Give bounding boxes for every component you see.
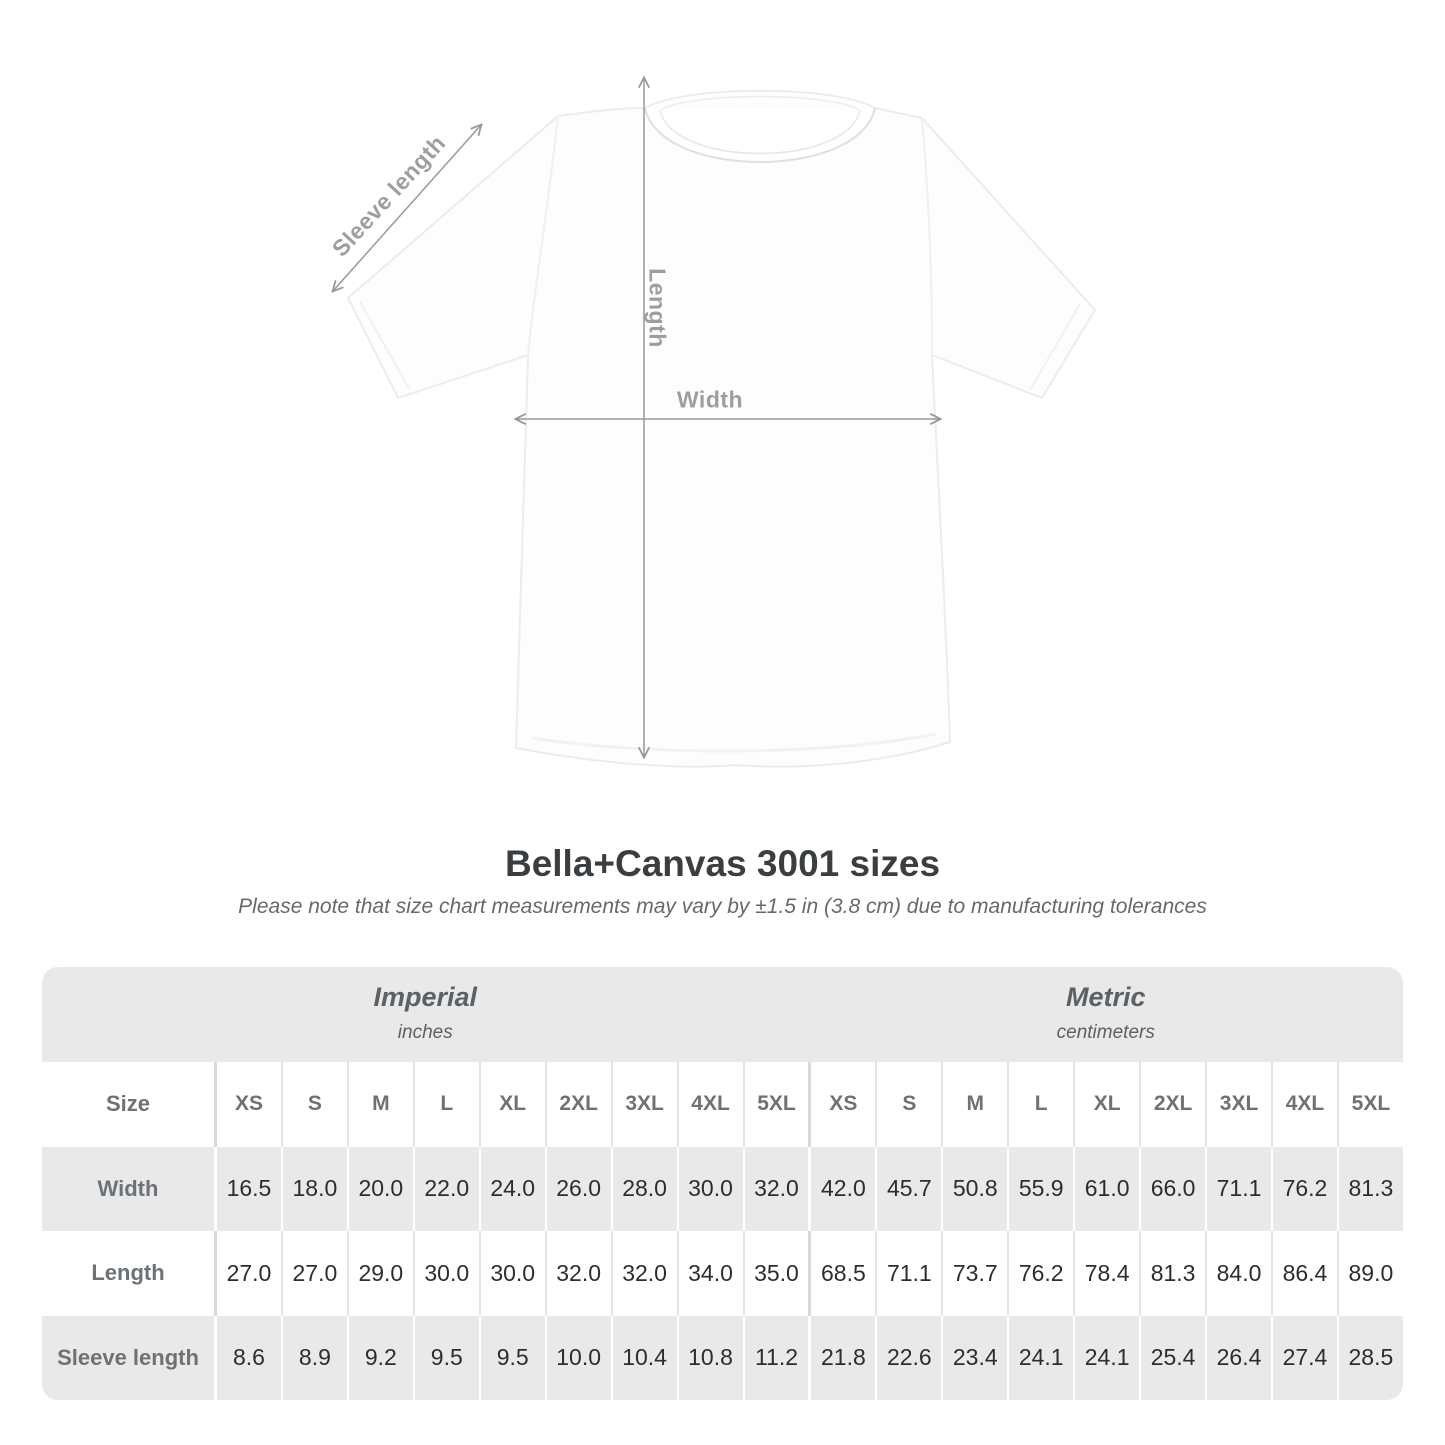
size-cell: XS: [214, 1062, 281, 1147]
size-cell: 5XL: [742, 1062, 809, 1147]
value-cell: 42.0: [808, 1146, 875, 1231]
value-cell: 26.0: [544, 1146, 611, 1231]
length-label: Length: [644, 268, 671, 348]
tshirt-figure: Sleeve length Length Width: [320, 0, 1096, 768]
table-row-width: Width 16.5 18.0 20.0 22.0 24.0 26.0 28.0…: [42, 1146, 1403, 1231]
value-cell: 66.0: [1139, 1146, 1205, 1231]
size-cell: 3XL: [610, 1062, 677, 1147]
value-cell: 32.0: [742, 1146, 809, 1231]
imperial-unit: inches: [397, 1022, 453, 1043]
value-cell: 24.1: [1007, 1315, 1073, 1400]
size-cell: 4XL: [1271, 1062, 1337, 1147]
value-cell: 29.0: [346, 1231, 413, 1316]
size-cell: M: [941, 1062, 1007, 1147]
value-cell: 18.0: [280, 1146, 347, 1231]
value-cell: 9.5: [478, 1315, 545, 1400]
value-cell: 24.1: [1073, 1315, 1139, 1400]
width-label: Width: [676, 386, 744, 413]
value-cell: 86.4: [1271, 1231, 1337, 1316]
size-cell: XL: [478, 1062, 545, 1147]
value-cell: 27.0: [214, 1231, 281, 1316]
size-cell: 3XL: [1205, 1062, 1271, 1147]
value-cell: 73.7: [941, 1231, 1007, 1316]
value-cell: 71.1: [875, 1231, 941, 1316]
value-cell: 24.0: [478, 1146, 545, 1231]
value-cell: 10.4: [610, 1315, 677, 1400]
value-cell: 50.8: [941, 1146, 1007, 1231]
value-cell: 10.8: [676, 1315, 743, 1400]
size-table: Imperial inches Metric centimeters Size …: [42, 967, 1403, 1400]
size-column-header: Size: [105, 1091, 151, 1117]
value-cell: 89.0: [1336, 1231, 1403, 1316]
tshirt-image: [320, 50, 1096, 768]
table-row-sleeve-length: Sleeve length 8.6 8.9 9.2 9.5 9.5 10.0 1…: [42, 1315, 1403, 1400]
row-label: Width: [97, 1175, 159, 1201]
value-cell: 22.6: [875, 1315, 941, 1400]
value-cell: 28.5: [1336, 1315, 1403, 1400]
table-row-length: Length 27.0 27.0 29.0 30.0 30.0 32.0 32.…: [42, 1231, 1403, 1316]
value-cell: 28.0: [610, 1146, 677, 1231]
metric-unit: centimeters: [1056, 1022, 1155, 1043]
metric-title: Metric: [1065, 982, 1146, 1012]
value-cell: 27.0: [280, 1231, 347, 1316]
value-cell: 30.0: [478, 1231, 545, 1316]
size-cell: L: [412, 1062, 479, 1147]
value-cell: 30.0: [676, 1146, 743, 1231]
value-cell: 45.7: [875, 1146, 941, 1231]
size-header-row: Size XS S M L XL 2XL 3XL 4XL 5XL XS S M …: [42, 1062, 1403, 1147]
size-cell: 2XL: [544, 1062, 611, 1147]
value-cell: 27.4: [1271, 1315, 1337, 1400]
size-cell: S: [875, 1062, 941, 1147]
value-cell: 9.2: [346, 1315, 413, 1400]
size-cell: XL: [1073, 1062, 1139, 1147]
tshirt-silhouette: [347, 89, 1096, 768]
value-cell: 30.0: [412, 1231, 479, 1316]
value-cell: 71.1: [1205, 1146, 1271, 1231]
size-cell: 2XL: [1139, 1062, 1205, 1147]
tolerance-note: Please note that size chart measurements…: [238, 895, 1207, 918]
size-cell: 5XL: [1336, 1062, 1403, 1147]
value-cell: 84.0: [1205, 1231, 1271, 1316]
row-label: Sleeve length: [57, 1344, 199, 1370]
value-cell: 20.0: [346, 1146, 413, 1231]
size-cell: S: [280, 1062, 347, 1147]
value-cell: 25.4: [1139, 1315, 1205, 1400]
value-cell: 76.2: [1271, 1146, 1337, 1231]
value-cell: 8.6: [214, 1315, 281, 1400]
imperial-section-header: Imperial inches: [42, 967, 809, 1062]
value-cell: 78.4: [1073, 1231, 1139, 1316]
value-cell: 61.0: [1073, 1146, 1139, 1231]
value-cell: 76.2: [1007, 1231, 1073, 1316]
value-cell: 26.4: [1205, 1315, 1271, 1400]
value-cell: 11.2: [742, 1315, 809, 1400]
value-cell: 21.8: [808, 1315, 875, 1400]
value-cell: 35.0: [742, 1231, 809, 1316]
value-cell: 22.0: [412, 1146, 479, 1231]
page-title: Bella+Canvas 3001 sizes: [504, 843, 941, 884]
value-cell: 34.0: [676, 1231, 743, 1316]
value-cell: 55.9: [1007, 1146, 1073, 1231]
value-cell: 16.5: [214, 1146, 281, 1231]
value-cell: 10.0: [544, 1315, 611, 1400]
unit-header-row: Imperial inches Metric centimeters: [42, 967, 1403, 1062]
size-cell: L: [1007, 1062, 1073, 1147]
value-cell: 9.5: [412, 1315, 479, 1400]
value-cell: 68.5: [808, 1231, 875, 1316]
sleeve-length-arrow-icon: [333, 125, 481, 291]
row-label: Length: [91, 1260, 165, 1286]
size-cell: 4XL: [676, 1062, 743, 1147]
value-cell: 81.3: [1336, 1146, 1403, 1231]
value-cell: 32.0: [610, 1231, 677, 1316]
value-cell: 81.3: [1139, 1231, 1205, 1316]
value-cell: 23.4: [941, 1315, 1007, 1400]
metric-section-header: Metric centimeters: [808, 967, 1403, 1062]
value-cell: 32.0: [544, 1231, 611, 1316]
value-cell: 8.9: [280, 1315, 347, 1400]
size-cell: M: [346, 1062, 413, 1147]
imperial-title: Imperial: [373, 982, 478, 1012]
size-cell: XS: [808, 1062, 875, 1147]
